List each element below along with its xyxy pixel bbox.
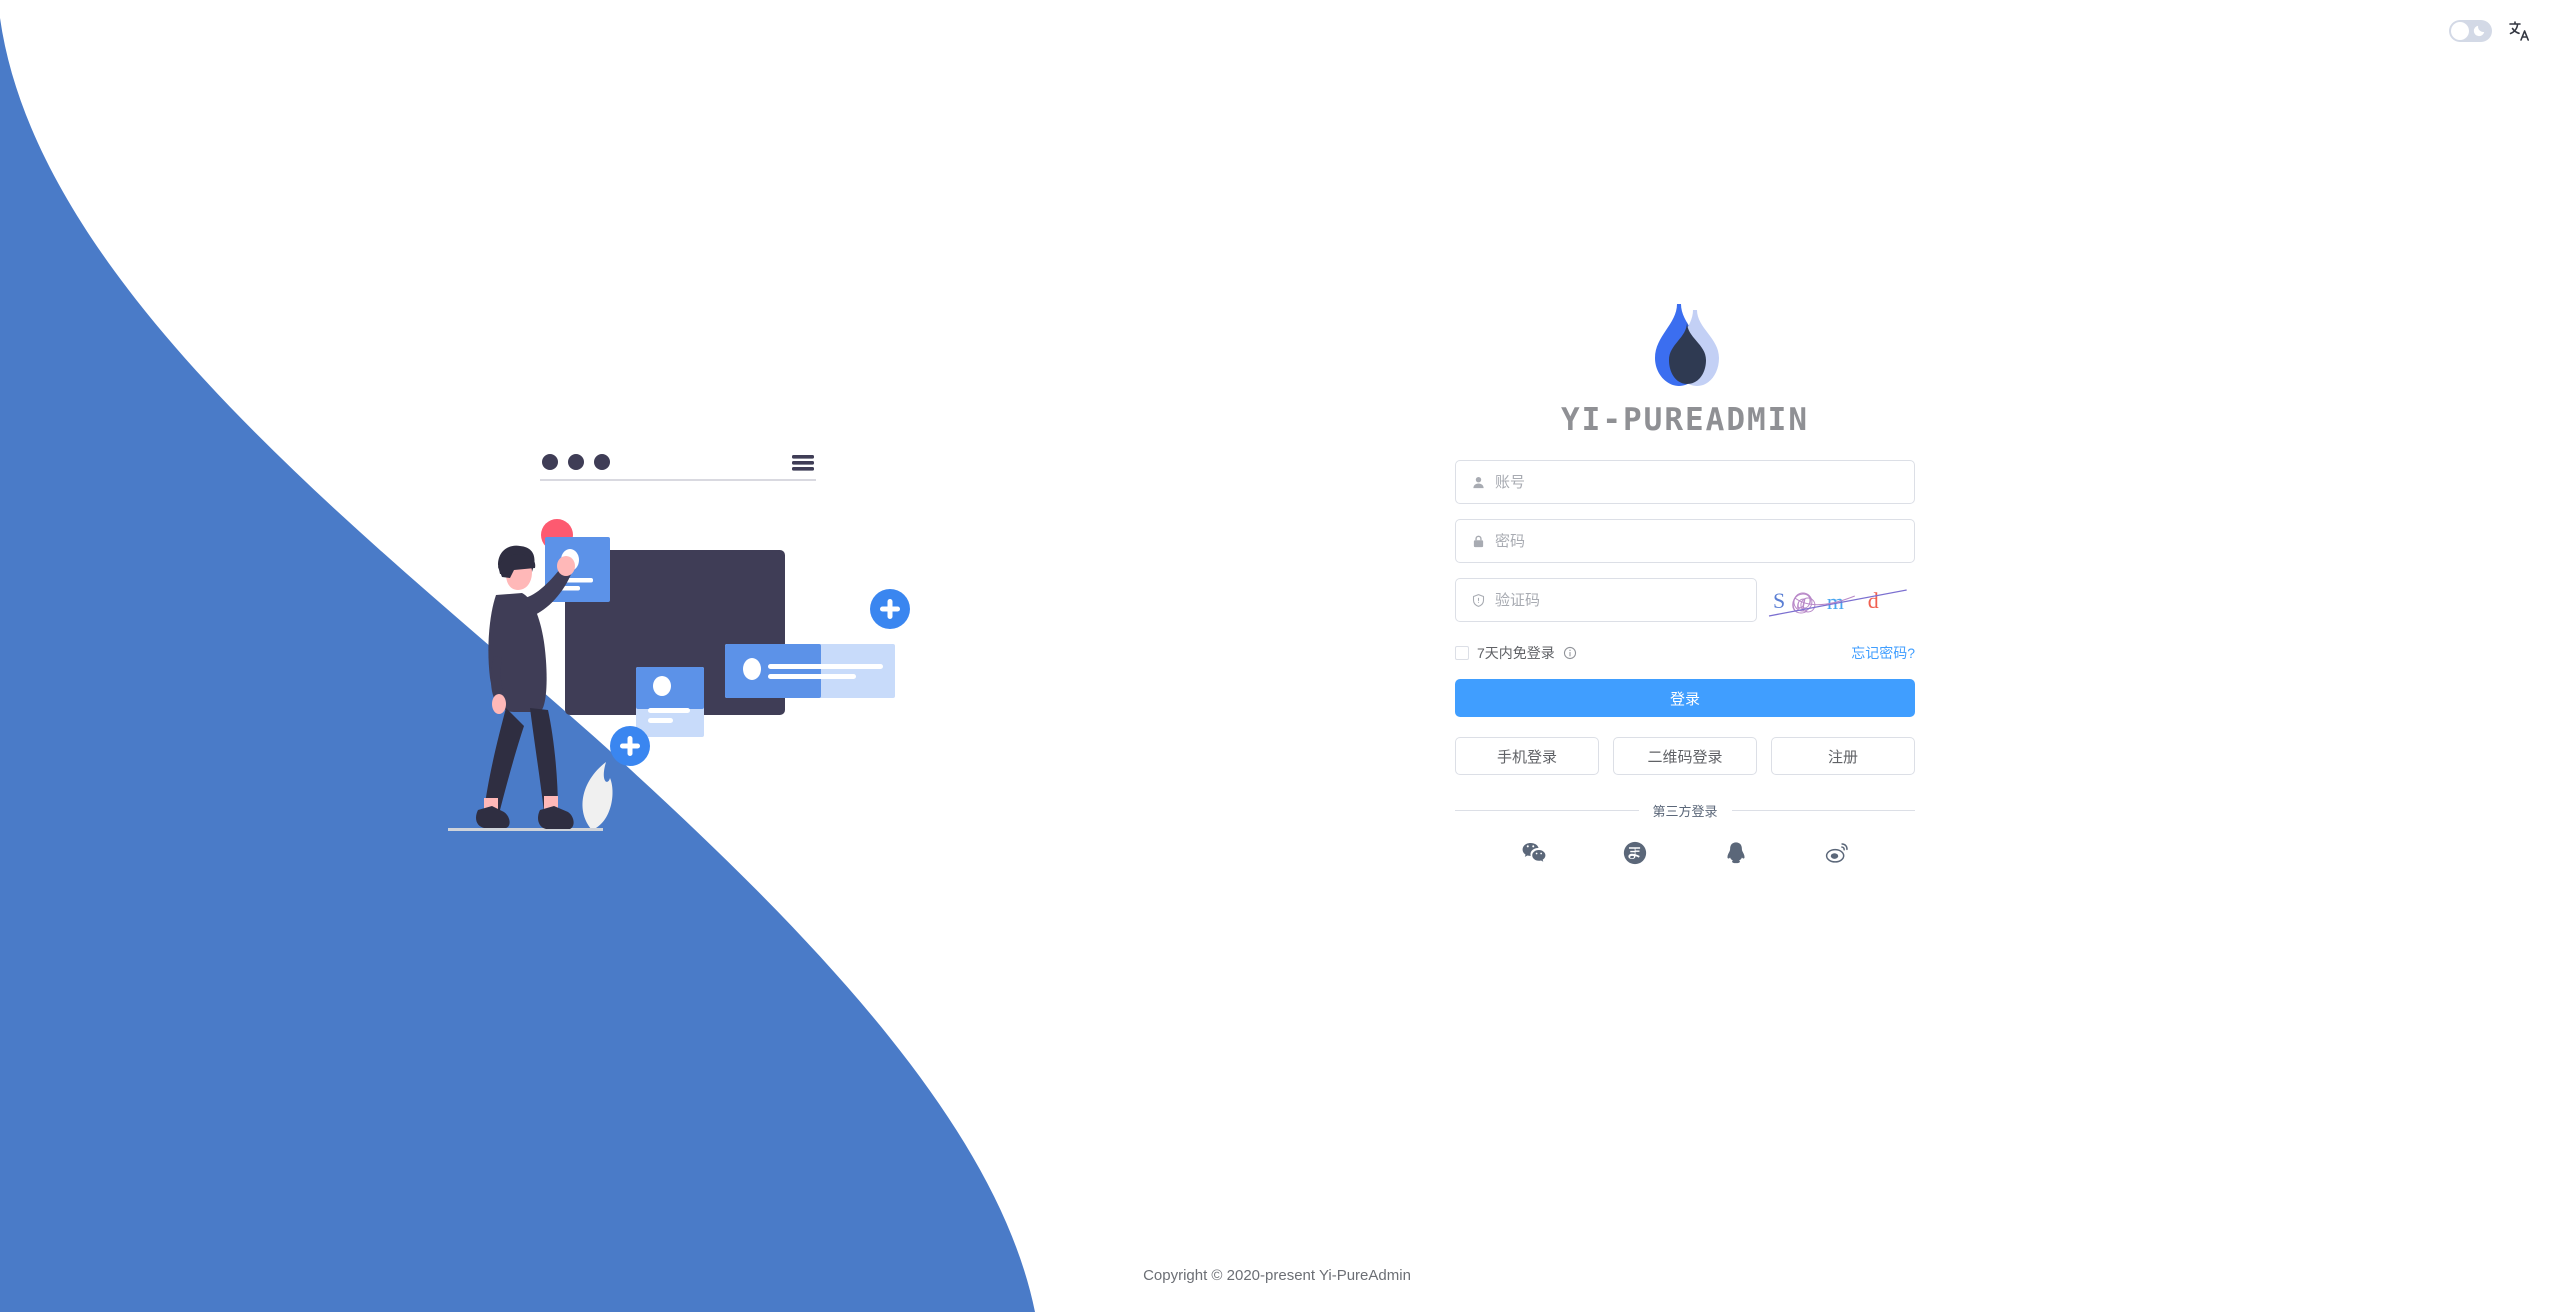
dark-mode-toggle[interactable] — [2449, 20, 2492, 42]
browser-dot — [594, 454, 610, 470]
plus-button-icon — [870, 589, 910, 629]
svg-text:d: d — [1868, 588, 1879, 613]
footer-copyright: Copyright © 2020-present Yi-PureAdmin — [1143, 1267, 1411, 1284]
language-switch[interactable] — [2506, 18, 2532, 44]
password-input[interactable] — [1495, 520, 1900, 562]
login-button[interactable]: 登录 — [1455, 679, 1915, 717]
browser-divider — [540, 479, 816, 481]
browser-dot — [568, 454, 584, 470]
register-button[interactable]: 注册 — [1771, 737, 1915, 775]
captcha-image[interactable]: S @ m d — [1765, 578, 1915, 622]
third-party-icons — [1455, 840, 1915, 866]
user-icon — [1470, 474, 1486, 490]
third-party-divider: 第三方登录 — [1455, 801, 1916, 820]
login-panel: YI-PUREADMIN — [1455, 300, 1916, 866]
info-circle-icon[interactable] — [1563, 646, 1577, 660]
svg-text:S: S — [1773, 588, 1785, 613]
divider-line — [1731, 810, 1916, 811]
page-title: YI-PUREADMIN — [1561, 402, 1809, 438]
qrcode-login-button[interactable]: 二维码登录 — [1613, 737, 1757, 775]
remember-me-checkbox[interactable]: 7天内免登录 — [1455, 643, 1577, 663]
captcha-input[interactable] — [1495, 579, 1743, 621]
topbar-controls — [2449, 18, 2532, 44]
ground-line — [448, 828, 603, 831]
lock-icon — [1470, 533, 1486, 549]
brand-header: YI-PUREADMIN — [1455, 300, 1915, 438]
options-row: 7天内免登录 忘记密码? — [1455, 637, 1915, 669]
shield-icon — [1470, 592, 1486, 608]
phone-login-button[interactable]: 手机登录 — [1455, 737, 1599, 775]
username-input[interactable] — [1495, 461, 1900, 503]
divider-line — [1455, 810, 1639, 811]
captcha-row: S @ m d — [1455, 578, 1915, 622]
wechat-icon[interactable] — [1521, 840, 1547, 866]
plus-button-icon — [610, 726, 650, 766]
weibo-icon[interactable] — [1824, 840, 1850, 866]
toggle-knob — [2451, 22, 2469, 40]
remember-me-label: 7天内免登录 — [1477, 645, 1555, 661]
qq-icon[interactable] — [1723, 840, 1749, 866]
checkbox-box[interactable] — [1455, 646, 1469, 660]
forgot-password-link[interactable]: 忘记密码? — [1851, 645, 1915, 661]
onboarding-illustration — [448, 454, 910, 831]
moon-icon — [2473, 25, 2485, 37]
browser-dot — [542, 454, 558, 470]
alt-login-buttons: 手机登录 二维码登录 注册 — [1455, 737, 1915, 775]
username-field[interactable] — [1455, 460, 1915, 504]
third-party-label: 第三方登录 — [1652, 804, 1718, 819]
captcha-field[interactable] — [1455, 578, 1758, 622]
leaf-decoration — [582, 762, 613, 830]
password-field[interactable] — [1455, 519, 1915, 563]
hamburger-menu-icon — [792, 455, 814, 471]
svg-text:m: m — [1827, 589, 1844, 614]
person-figure — [476, 545, 575, 829]
water-drop-logo-icon — [1655, 304, 1719, 386]
alipay-icon[interactable] — [1622, 840, 1648, 866]
